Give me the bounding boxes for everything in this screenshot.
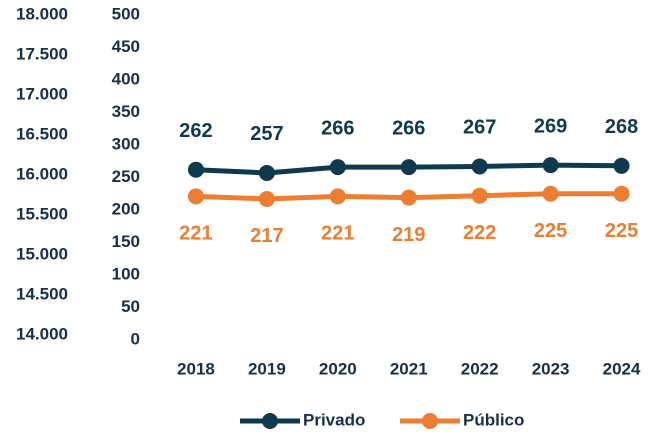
point	[258, 190, 275, 207]
y2-tick-label: 500	[112, 4, 140, 23]
point	[613, 185, 630, 202]
y-tick-label: 17.500	[16, 44, 68, 63]
x-tick-label: 2022	[461, 359, 499, 378]
data-label: 266	[392, 117, 425, 139]
point	[542, 157, 559, 174]
x-tick-label: 2021	[390, 359, 428, 378]
y2-tick-label: 200	[112, 199, 140, 218]
y-tick-label: 14.500	[16, 284, 68, 303]
data-label: 222	[463, 222, 496, 244]
data-label: 221	[179, 223, 212, 245]
legend-label: Público	[463, 410, 524, 429]
x-tick-label: 2024	[603, 359, 641, 378]
data-label: 225	[605, 220, 638, 242]
y2-tick-label: 350	[112, 102, 140, 121]
y-tick-label: 17.000	[16, 84, 68, 103]
data-label: 267	[463, 117, 496, 139]
y2-tick-label: 50	[121, 297, 140, 316]
data-label: 262	[179, 120, 212, 142]
point	[329, 188, 346, 205]
legend-label: Privado	[303, 410, 365, 429]
point	[613, 157, 630, 174]
point	[400, 189, 417, 206]
y2-tick-label: 450	[112, 37, 140, 56]
y-tick-label: 15.500	[16, 204, 68, 223]
x-tick-label: 2018	[177, 359, 215, 378]
point	[542, 185, 559, 202]
data-label: 219	[392, 224, 425, 246]
point	[471, 158, 488, 175]
y2-tick-label: 150	[112, 232, 140, 251]
x-tick-label: 2020	[319, 359, 357, 378]
data-label: 269	[534, 115, 567, 137]
point	[400, 159, 417, 176]
point	[471, 187, 488, 204]
y2-tick-label: 400	[112, 69, 140, 88]
y2-tick-label: 250	[112, 167, 140, 186]
y-tick-label: 14.000	[16, 324, 68, 343]
data-label: 221	[321, 223, 354, 245]
y2-tick-label: 100	[112, 264, 140, 283]
data-label: 257	[250, 123, 283, 145]
data-label: 217	[250, 225, 283, 247]
y2-tick-label: 300	[112, 134, 140, 153]
data-label: 268	[605, 116, 638, 138]
point	[329, 159, 346, 176]
point	[187, 161, 204, 178]
y-tick-label: 16.000	[16, 164, 68, 183]
y-tick-label: 15.000	[16, 244, 68, 263]
point	[187, 188, 204, 205]
y-tick-label: 16.500	[16, 124, 68, 143]
data-label: 225	[534, 220, 567, 242]
legend-marker	[262, 413, 278, 429]
point	[258, 164, 275, 181]
legend-marker	[422, 413, 438, 429]
y-tick-label: 18.000	[16, 4, 68, 23]
y2-tick-label: 0	[131, 329, 140, 348]
x-tick-label: 2019	[248, 359, 286, 378]
x-tick-label: 2023	[532, 359, 570, 378]
data-label: 266	[321, 117, 354, 139]
